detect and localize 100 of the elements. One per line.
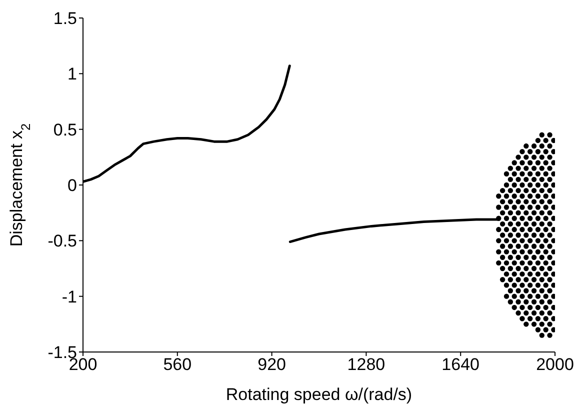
point [535, 194, 541, 199]
point [543, 327, 548, 332]
point [527, 238, 533, 244]
point [543, 149, 548, 154]
point [516, 277, 521, 282]
point [551, 149, 555, 154]
y-tick-label: 0 [68, 176, 77, 196]
point [535, 316, 541, 322]
point [547, 310, 552, 316]
point [551, 238, 555, 244]
point [508, 266, 514, 272]
point [527, 282, 533, 288]
point [539, 310, 544, 316]
point [524, 254, 529, 260]
point [524, 143, 529, 149]
point [547, 221, 552, 227]
point [535, 149, 541, 154]
point [527, 160, 533, 166]
point [512, 238, 517, 244]
point [504, 260, 510, 266]
x-axis-title: Rotating speed ω/(rad/s) [226, 385, 412, 404]
point [500, 199, 506, 204]
point [504, 249, 510, 254]
point [531, 288, 537, 294]
point [508, 221, 514, 227]
point [512, 194, 517, 199]
point [516, 288, 521, 294]
point [496, 238, 502, 244]
point [551, 204, 555, 210]
point [500, 277, 506, 282]
point [547, 254, 552, 260]
point [512, 282, 517, 288]
point [500, 232, 506, 238]
point [547, 199, 552, 204]
point [500, 254, 506, 260]
point [512, 204, 517, 210]
point [512, 249, 517, 254]
point [543, 194, 548, 199]
point [527, 304, 533, 310]
point [547, 299, 552, 304]
point [527, 149, 533, 154]
point [524, 166, 529, 171]
point [547, 244, 552, 249]
point [496, 194, 502, 199]
point [531, 310, 537, 316]
point [551, 316, 555, 322]
point [539, 176, 544, 182]
x-tick-label: 2000 [536, 355, 574, 374]
point [516, 299, 521, 304]
point [508, 288, 514, 294]
point [547, 143, 552, 149]
point [524, 210, 529, 216]
point [520, 194, 525, 199]
point [535, 138, 541, 144]
point [516, 210, 521, 216]
point [527, 171, 533, 176]
x-tick-label: 560 [163, 355, 192, 374]
point [551, 194, 555, 199]
point [531, 199, 537, 204]
point [508, 199, 514, 204]
point [543, 171, 548, 176]
point [535, 282, 541, 288]
point [520, 260, 525, 266]
point [543, 260, 548, 266]
point [535, 226, 541, 232]
point [504, 271, 510, 277]
point [547, 277, 552, 282]
point [535, 294, 541, 299]
point [551, 249, 555, 254]
point [539, 322, 544, 327]
point [516, 232, 521, 238]
point [508, 277, 514, 282]
point [520, 249, 525, 254]
point [520, 271, 525, 277]
point [531, 221, 537, 227]
point [504, 294, 510, 299]
point [520, 304, 525, 310]
point [551, 282, 555, 288]
point [535, 271, 541, 277]
point [524, 176, 529, 182]
point [539, 221, 544, 227]
point [543, 238, 548, 244]
point [543, 294, 548, 299]
y-tick-label: -0.5 [48, 232, 77, 251]
point [504, 194, 510, 199]
y-tick-label: 0.5 [53, 120, 77, 140]
point [500, 210, 506, 216]
point [516, 254, 521, 260]
point [535, 304, 541, 310]
point [543, 182, 548, 188]
point [520, 216, 525, 221]
point [547, 188, 552, 194]
point [520, 294, 525, 299]
point [527, 194, 533, 199]
point [531, 188, 537, 194]
y-tick-label: 1 [68, 64, 77, 84]
point [539, 188, 544, 194]
point [535, 216, 541, 221]
point [531, 154, 537, 160]
x-tick-label: 1280 [347, 355, 386, 374]
